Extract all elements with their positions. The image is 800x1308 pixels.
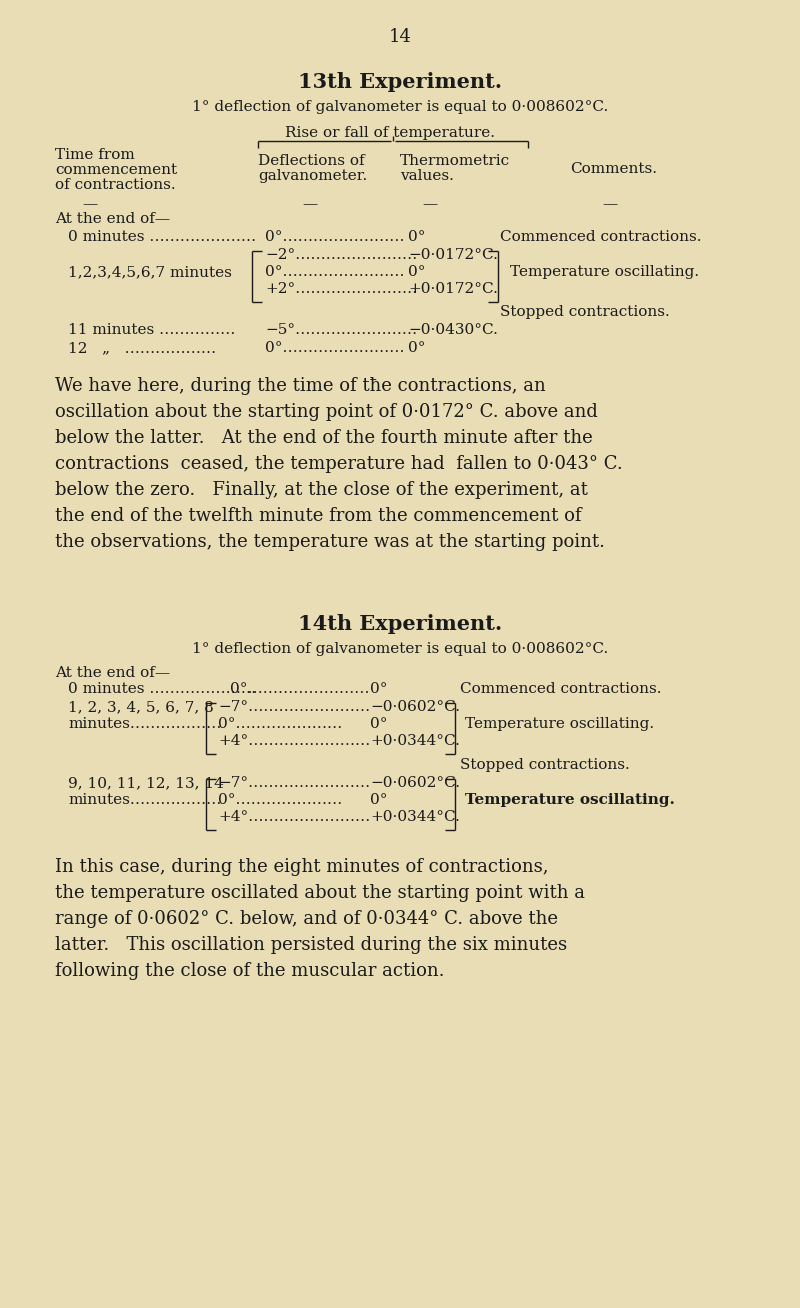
Text: commencement: commencement bbox=[55, 164, 177, 177]
Text: 0°……………………: 0°…………………… bbox=[230, 681, 370, 696]
Text: the observations, the temperature was at the starting point.: the observations, the temperature was at… bbox=[55, 532, 605, 551]
Text: In this case, during the eight minutes of contractions,: In this case, during the eight minutes o… bbox=[55, 858, 549, 876]
Text: −7°……………………: −7°…………………… bbox=[218, 776, 370, 790]
Text: +0·0344°C.: +0·0344°C. bbox=[370, 810, 460, 824]
Text: following the close of the muscular action.: following the close of the muscular acti… bbox=[55, 961, 445, 980]
Text: below the latter.   At the end of the fourth minute after the: below the latter. At the end of the four… bbox=[55, 429, 593, 447]
Text: range of 0·0602° C. below, and of 0·0344° C. above the: range of 0·0602° C. below, and of 0·0344… bbox=[55, 910, 558, 927]
Text: −0·0602°C.: −0·0602°C. bbox=[370, 700, 460, 714]
Text: Deflections of: Deflections of bbox=[258, 154, 365, 167]
Text: 0°: 0° bbox=[408, 341, 426, 354]
Text: +0·0172°C.: +0·0172°C. bbox=[408, 283, 498, 296]
Text: 14: 14 bbox=[389, 27, 411, 46]
Text: At the end of—: At the end of— bbox=[55, 212, 170, 226]
Text: −5°……………………: −5°…………………… bbox=[265, 323, 417, 337]
Text: +4°……………………: +4°…………………… bbox=[218, 734, 370, 748]
Text: 0°…………………: 0°………………… bbox=[218, 717, 342, 731]
Text: 14th Experiment.: 14th Experiment. bbox=[298, 613, 502, 634]
Text: 0°: 0° bbox=[408, 266, 426, 279]
Text: 0°…………………: 0°………………… bbox=[218, 793, 342, 807]
Text: galvanometer.: galvanometer. bbox=[258, 169, 367, 183]
Text: minutes………………: minutes……………… bbox=[68, 717, 222, 731]
Text: 1° deflection of galvanometer is equal to 0·008602°C.: 1° deflection of galvanometer is equal t… bbox=[192, 99, 608, 114]
Text: values.: values. bbox=[400, 169, 454, 183]
Text: Temperature oscillating.: Temperature oscillating. bbox=[465, 793, 675, 807]
Text: Comments.: Comments. bbox=[570, 162, 657, 177]
Text: —: — bbox=[422, 198, 438, 211]
Text: latter.   This oscillation persisted during the six minutes: latter. This oscillation persisted durin… bbox=[55, 937, 567, 954]
Text: 0°: 0° bbox=[370, 717, 387, 731]
Text: Thermometric: Thermometric bbox=[400, 154, 510, 167]
Text: At the end of—: At the end of— bbox=[55, 666, 170, 680]
Text: +0·0344°C.: +0·0344°C. bbox=[370, 734, 460, 748]
Text: −0·0602°C.: −0·0602°C. bbox=[370, 776, 460, 790]
Text: Temperature oscillating.: Temperature oscillating. bbox=[465, 717, 654, 731]
Text: 0°: 0° bbox=[370, 793, 387, 807]
Text: Temperature oscillating.: Temperature oscillating. bbox=[510, 266, 699, 279]
Text: 11 minutes ……………: 11 minutes …………… bbox=[68, 323, 235, 337]
Text: 0°……………………: 0°…………………… bbox=[265, 230, 405, 245]
Text: 13th Experiment.: 13th Experiment. bbox=[298, 72, 502, 92]
Text: oscillation about the starting point of 0·0172° C. above and: oscillation about the starting point of … bbox=[55, 403, 598, 421]
Text: 0°: 0° bbox=[370, 681, 387, 696]
Text: +4°……………………: +4°…………………… bbox=[218, 810, 370, 824]
Text: —: — bbox=[602, 198, 618, 211]
Text: Stopped contractions.: Stopped contractions. bbox=[460, 759, 630, 772]
Text: −0·0172°C.: −0·0172°C. bbox=[408, 249, 498, 262]
Text: Commenced contractions.: Commenced contractions. bbox=[500, 230, 702, 245]
Text: −2°……………………: −2°…………………… bbox=[265, 249, 418, 262]
Text: 1° deflection of galvanometer is equal to 0·008602°C.: 1° deflection of galvanometer is equal t… bbox=[192, 642, 608, 657]
Text: 0°……………………: 0°…………………… bbox=[265, 341, 405, 354]
Text: the temperature oscillated about the starting point with a: the temperature oscillated about the sta… bbox=[55, 884, 585, 903]
Text: contractions  ceased, the temperature had  fallen to 0·043° C.: contractions ceased, the temperature had… bbox=[55, 455, 622, 473]
Text: below the zero.   Finally, at the close of the experiment, at: below the zero. Finally, at the close of… bbox=[55, 481, 588, 498]
Text: −7°……………………: −7°…………………… bbox=[218, 700, 370, 714]
Text: +2°……………………: +2°…………………… bbox=[265, 283, 418, 296]
Text: 0°……………………: 0°…………………… bbox=[265, 266, 405, 279]
Text: 0 minutes …………………: 0 minutes ………………… bbox=[68, 230, 256, 245]
Text: Time from: Time from bbox=[55, 148, 134, 162]
Text: Stopped contractions.: Stopped contractions. bbox=[500, 305, 670, 319]
Text: 12   „   ………………: 12 „ ……………… bbox=[68, 341, 216, 354]
Text: 9, 10, 11, 12, 13, 14: 9, 10, 11, 12, 13, 14 bbox=[68, 776, 224, 790]
Text: —: — bbox=[82, 198, 98, 211]
Text: the end of the twelfth minute from the commencement of: the end of the twelfth minute from the c… bbox=[55, 508, 582, 525]
Text: −0·0430°C.: −0·0430°C. bbox=[408, 323, 498, 337]
Text: minutes………………: minutes……………… bbox=[68, 793, 222, 807]
Text: Rise or fall of temperature.: Rise or fall of temperature. bbox=[285, 126, 495, 140]
Text: 0 minutes …………………: 0 minutes ………………… bbox=[68, 681, 256, 696]
Text: Commenced contractions.: Commenced contractions. bbox=[460, 681, 662, 696]
Text: 1,2,3,4,5,6,7 minutes: 1,2,3,4,5,6,7 minutes bbox=[68, 266, 232, 279]
Text: —: — bbox=[302, 198, 318, 211]
Text: 1, 2, 3, 4, 5, 6, 7, 8: 1, 2, 3, 4, 5, 6, 7, 8 bbox=[68, 700, 214, 714]
Text: We have here, during the time of tħe contractions, an: We have here, during the time of tħe con… bbox=[55, 377, 546, 395]
Text: of contractions.: of contractions. bbox=[55, 178, 176, 192]
Text: 0°: 0° bbox=[408, 230, 426, 245]
